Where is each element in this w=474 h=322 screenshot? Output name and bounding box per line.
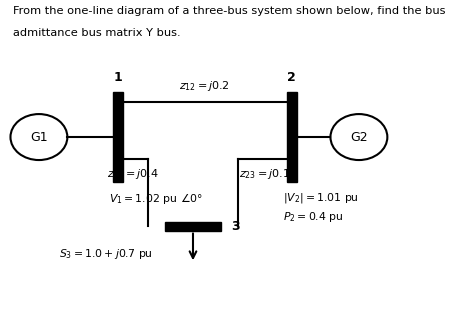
Text: $z_{12}=j0.2$: $z_{12}=j0.2$ <box>180 79 230 93</box>
Text: $|V_2| = 1.01\ \mathrm{pu}$: $|V_2| = 1.01\ \mathrm{pu}$ <box>283 191 358 205</box>
Text: $V_1 = 1.02\ \mathrm{pu}\ \angle 0°$: $V_1 = 1.02\ \mathrm{pu}\ \angle 0°$ <box>109 191 203 206</box>
Text: admittance bus matrix Y bus.: admittance bus matrix Y bus. <box>13 28 181 38</box>
Bar <box>113 92 123 182</box>
Text: 3: 3 <box>231 220 240 233</box>
Text: $S_3 = 1.0+j0.7\ \mathrm{pu}$: $S_3 = 1.0+j0.7\ \mathrm{pu}$ <box>59 247 153 261</box>
Bar <box>287 92 297 182</box>
Text: From the one-line diagram of a three-bus system shown below, find the bus: From the one-line diagram of a three-bus… <box>13 6 446 16</box>
Text: $z_{13}=j0.4$: $z_{13}=j0.4$ <box>107 167 159 181</box>
Text: 1: 1 <box>114 71 122 84</box>
Text: $z_{23}=j0.1$: $z_{23}=j0.1$ <box>239 167 291 181</box>
Text: G1: G1 <box>30 130 48 144</box>
Text: $P_2 = 0.4\ \mathrm{pu}$: $P_2 = 0.4\ \mathrm{pu}$ <box>283 211 343 224</box>
Text: G2: G2 <box>350 130 368 144</box>
Bar <box>164 222 221 231</box>
Text: 2: 2 <box>287 71 296 84</box>
